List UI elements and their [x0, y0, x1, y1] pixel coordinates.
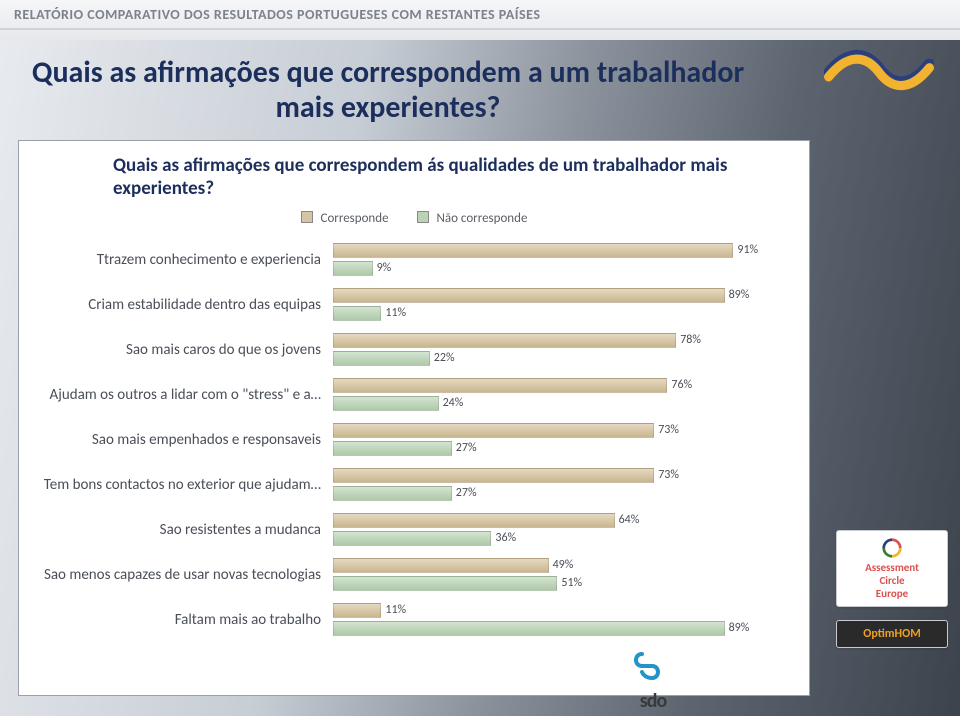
chart-row: Sao resistentes a mudanca 64% 36%	[33, 510, 795, 550]
value-nao: 24%	[443, 396, 464, 411]
value-corresponde: 64%	[619, 513, 640, 528]
value-corresponde: 89%	[729, 288, 750, 303]
value-corresponde: 91%	[737, 243, 758, 258]
logo-sdo-text: sdo	[630, 689, 676, 713]
value-nao: 89%	[729, 621, 750, 636]
logo-optimhom-text: OptimHOM	[863, 627, 920, 641]
chart-legend: Corresponde Não corresponde	[33, 211, 795, 226]
bar-nao	[333, 621, 725, 636]
chart-rows: Ttrazem conhecimento e experiencia 91% 9% C…	[33, 240, 795, 640]
value-nao: 22%	[434, 351, 455, 366]
bar-corresponde	[333, 423, 654, 438]
legend-label-nao: Não corresponde	[437, 211, 528, 226]
row-bars: 49%51%	[333, 555, 795, 595]
bar-corresponde	[333, 378, 667, 393]
bar-corresponde	[333, 243, 733, 258]
row-label: Sao mais caros do que os jovens	[33, 341, 333, 359]
value-corresponde: 73%	[658, 423, 679, 438]
value-corresponde: 78%	[680, 333, 701, 348]
value-nao: 27%	[456, 441, 477, 456]
legend-item-corresponde: Corresponde	[301, 211, 389, 226]
value-nao: 11%	[385, 306, 406, 321]
legend-label-corresponde: Corresponde	[321, 211, 389, 226]
row-label: Ajudam os outros a lidar com o "stress" …	[33, 386, 333, 404]
header-divider	[0, 28, 960, 30]
bar-nao	[333, 441, 452, 456]
row-label: Ttrazem conhecimento e experiencia	[33, 251, 333, 269]
row-label: Tem bons contactos no exterior que ajuda…	[33, 476, 333, 494]
row-label: Criam estabilidade dentro das equipas	[33, 296, 333, 314]
bar-nao	[333, 396, 439, 411]
bar-nao	[333, 531, 491, 546]
chart-row: Ttrazem conhecimento e experiencia 91% 9%	[33, 240, 795, 280]
value-corresponde: 76%	[671, 378, 692, 393]
row-bars: 11% 89%	[333, 600, 795, 640]
chart-row: Sao mais empenhados e responsaveis 73% 27%	[33, 420, 795, 460]
chart-row: Sao mais caros do que os jovens 78% 22%	[33, 330, 795, 370]
bar-corresponde	[333, 333, 676, 348]
row-label: Sao mais empenhados e responsaveis	[33, 431, 333, 449]
bar-nao	[333, 351, 430, 366]
bar-nao	[333, 576, 557, 591]
value-nao: 9%	[377, 261, 392, 276]
chart-row: Faltam mais ao trabalho 11% 89%	[33, 600, 795, 640]
row-bars: 73% 27%	[333, 465, 795, 505]
value-nao: 27%	[456, 486, 477, 501]
chart-row: Criam estabilidade dentro das equipas89%…	[33, 285, 795, 325]
legend-swatch-corresponde	[301, 211, 313, 223]
value-nao: 36%	[495, 531, 516, 546]
report-title: RELATÓRIO COMPARATIVO DOS RESULTADOS POR…	[14, 6, 540, 23]
chart-card: Quais as afirmações que correspondem ás …	[18, 140, 810, 696]
chart-subtitle: Quais as afirmações que correspondem ás …	[113, 155, 795, 201]
brand-wave-logo	[824, 30, 934, 100]
bar-nao	[333, 261, 373, 276]
bar-corresponde	[333, 288, 725, 303]
value-nao: 51%	[561, 576, 582, 591]
chart-row: Tem bons contactos no exterior que ajuda…	[33, 465, 795, 505]
row-label: Faltam mais ao trabalho	[33, 611, 333, 629]
legend-swatch-nao	[417, 211, 429, 223]
question-title: Quais as afirmações que correspondem a u…	[28, 56, 748, 125]
logo-ace: Assessment Circle Europe	[836, 530, 948, 607]
logo-ace-l3: Europe	[845, 587, 939, 600]
row-label: Sao menos capazes de usar novas tecnolog…	[33, 566, 333, 584]
row-bars: 64% 36%	[333, 510, 795, 550]
row-bars: 73% 27%	[333, 420, 795, 460]
row-bars: 91% 9%	[333, 240, 795, 280]
bar-nao	[333, 486, 452, 501]
chart-row: Ajudam os outros a lidar com o "stress" …	[33, 375, 795, 415]
bar-corresponde	[333, 603, 381, 618]
bar-corresponde	[333, 468, 654, 483]
chart-row: Sao menos capazes de usar novas tecnolog…	[33, 555, 795, 595]
bar-nao	[333, 306, 381, 321]
bar-corresponde	[333, 558, 549, 573]
row-bars: 76% 24%	[333, 375, 795, 415]
value-corresponde: 49%	[553, 558, 574, 573]
logo-sdo: sdo consultoria	[630, 648, 676, 716]
logo-optimhom: OptimHOM	[836, 620, 948, 648]
bar-corresponde	[333, 513, 615, 528]
row-bars: 89% 11%	[333, 285, 795, 325]
row-label: Sao resistentes a mudanca	[33, 521, 333, 539]
value-corresponde: 11%	[385, 603, 406, 618]
value-corresponde: 73%	[658, 468, 679, 483]
legend-item-nao: Não corresponde	[417, 211, 528, 226]
row-bars: 78% 22%	[333, 330, 795, 370]
logo-ace-l2: Circle	[845, 574, 939, 587]
logo-ace-l1: Assessment	[845, 561, 939, 574]
